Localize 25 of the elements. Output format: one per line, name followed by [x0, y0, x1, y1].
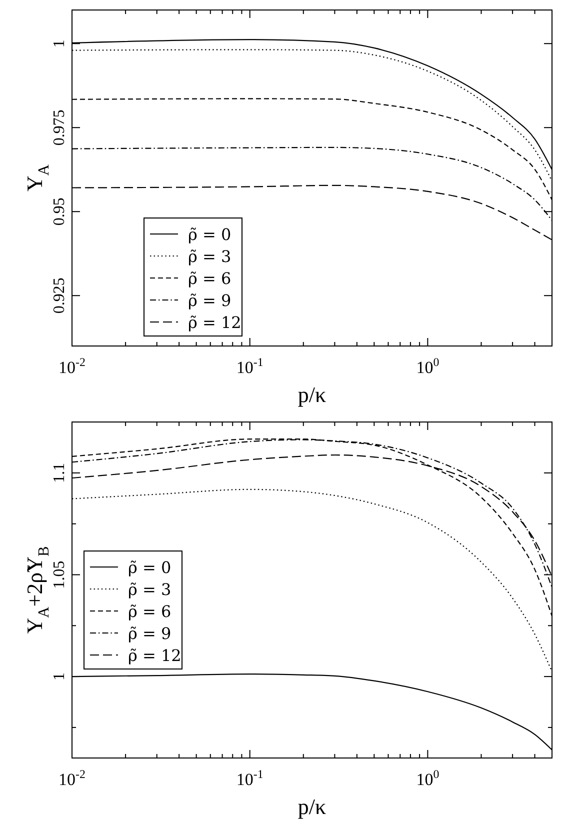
y-tick-label: 0.95 — [51, 198, 68, 226]
y-tick-label: 1.05 — [51, 560, 68, 589]
legend-label: ρ̃ = 9 — [188, 291, 232, 310]
legend-label: ρ̃ = 9 — [128, 624, 172, 643]
x-axis-title: p/κ — [298, 794, 326, 819]
x-tick-label: 10$^{-1}$ — [236, 767, 264, 789]
y-tick-label: 1 — [51, 672, 68, 681]
legend-label: ρ̃ = 12 — [188, 313, 242, 332]
legend-label: ρ̃ = 3 — [128, 580, 172, 599]
y-tick-label: 0.975 — [51, 110, 68, 146]
legend-label: ρ̃ = 6 — [128, 602, 172, 621]
legend-label: ρ̃ = 3 — [188, 247, 232, 266]
legend-label: ρ̃ = 0 — [128, 558, 172, 577]
y-tick-label: 1 — [51, 40, 68, 48]
x-axis-title: p/κ — [298, 382, 326, 407]
x-tick-label: 10$^{-2}$ — [58, 767, 86, 789]
x-tick-label: 10$^{-1}$ — [236, 355, 264, 377]
x-tick-label: 10$^{-2}$ — [58, 355, 86, 377]
legend-label: ρ̃ = 0 — [188, 225, 232, 244]
y-tick-label: 0.925 — [51, 278, 68, 314]
x-tick-label: 10$^{0}$ — [416, 767, 440, 789]
y-tick-label: 1.1 — [51, 462, 68, 483]
x-tick-label: 10$^{0}$ — [416, 355, 440, 377]
legend-label: ρ̃ = 12 — [128, 646, 182, 665]
legend-label: ρ̃ = 6 — [188, 269, 232, 288]
